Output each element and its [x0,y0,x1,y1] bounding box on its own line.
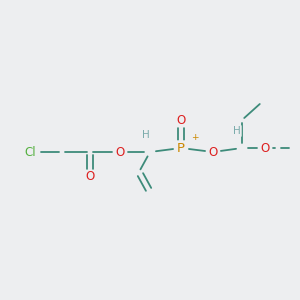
Text: H: H [142,130,150,140]
Text: O: O [176,113,186,127]
Text: P: P [177,142,185,154]
Text: Cl: Cl [24,146,36,158]
Text: O: O [260,142,270,154]
Text: O: O [116,146,124,158]
Text: H: H [233,126,241,136]
Text: O: O [85,170,94,184]
Text: O: O [208,146,217,158]
Text: +: + [191,133,199,142]
